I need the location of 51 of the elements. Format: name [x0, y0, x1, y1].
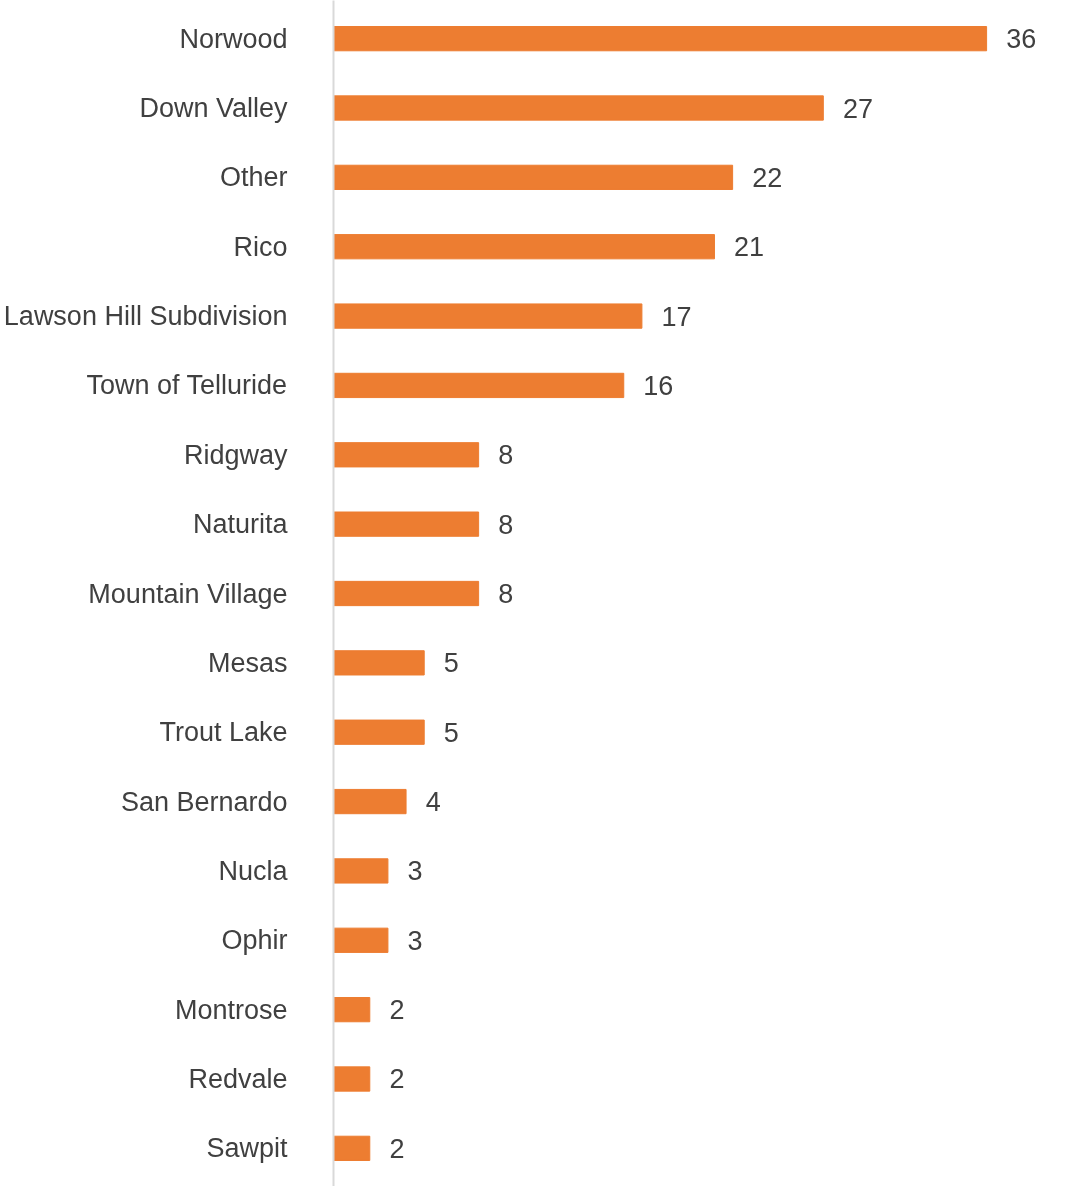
y-tick-label: Trout Lake [159, 717, 288, 748]
bar [333, 1135, 371, 1161]
y-tick-label: Lawson Hill Subdivision [3, 301, 288, 332]
y-tick-label: Mountain Village [88, 578, 288, 609]
y-tick-label: Other [219, 162, 288, 193]
bar [333, 26, 988, 52]
data-label: 27 [842, 93, 873, 124]
bar [333, 511, 480, 537]
y-tick-label: Down Valley [139, 93, 288, 123]
data-label: 3 [407, 925, 423, 956]
data-label: 17 [661, 301, 692, 332]
bar [333, 788, 407, 815]
bar [333, 372, 625, 399]
data-label: 2 [389, 995, 405, 1026]
bar [333, 234, 715, 260]
data-label: 22 [752, 162, 783, 193]
y-tick-label: Redvale [188, 1064, 288, 1094]
data-label: 4 [425, 787, 441, 818]
bar [333, 1066, 371, 1092]
y-tick-label: Town of Telluride [86, 370, 288, 401]
y-tick-label: Rico [233, 231, 288, 262]
bar [333, 719, 425, 745]
data-label: 21 [734, 232, 765, 263]
bar [333, 997, 371, 1023]
bar [333, 164, 734, 190]
y-tick-label: Mesas [207, 647, 288, 678]
bar [333, 858, 389, 884]
bar [333, 442, 480, 468]
data-label: 5 [443, 717, 459, 748]
y-tick-label: Norwood [179, 23, 288, 54]
data-label: 5 [443, 648, 459, 679]
bar [333, 95, 824, 121]
data-label: 8 [498, 509, 514, 540]
y-tick-label: Sawpit [206, 1133, 288, 1164]
data-label: 3 [407, 856, 423, 887]
bar [333, 927, 389, 953]
y-tick-label: Ridgway [183, 439, 288, 470]
y-tick-label: Naturita [192, 509, 289, 540]
bar [333, 303, 643, 329]
bar [333, 580, 480, 607]
y-tick-label: San Bernardo [120, 786, 288, 817]
y-tick-label: Montrose [174, 994, 288, 1025]
y-tick-label: Ophir [221, 925, 288, 956]
data-label: 8 [498, 579, 514, 609]
data-label: 2 [389, 1064, 405, 1095]
data-label: 8 [498, 440, 514, 471]
data-label: 36 [1006, 24, 1037, 55]
data-label: 16 [643, 370, 674, 401]
bar [333, 650, 425, 676]
data-label: 2 [389, 1133, 405, 1164]
y-tick-label: Nucla [218, 855, 289, 886]
